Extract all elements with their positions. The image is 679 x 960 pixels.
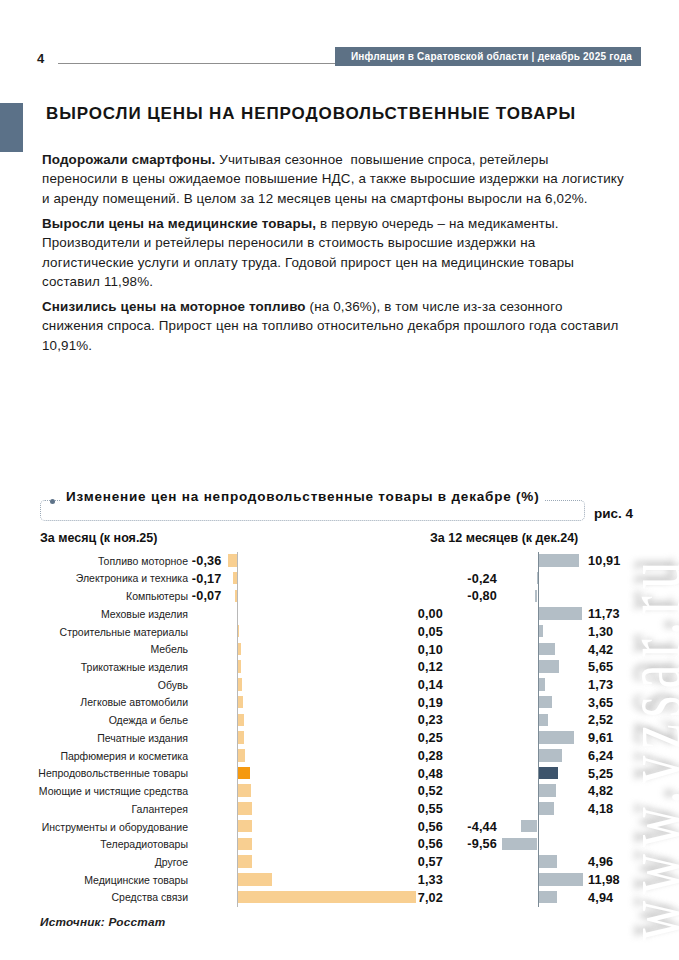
category-label: Медицинские товары bbox=[0, 874, 188, 886]
month-bar bbox=[238, 820, 252, 833]
month-bar bbox=[238, 802, 252, 815]
month-bar bbox=[238, 643, 241, 656]
bar-chart: Топливо моторное-0,3610,91Электроника и … bbox=[0, 0, 679, 960]
month-bar bbox=[238, 696, 243, 709]
year-bar bbox=[539, 784, 557, 797]
month-value: -0,17 bbox=[162, 572, 222, 586]
month-bar bbox=[238, 660, 241, 673]
year-value: -0,80 bbox=[437, 589, 497, 603]
month-bar bbox=[238, 838, 252, 851]
year-value: -9,56 bbox=[437, 837, 497, 851]
category-label: Компьютеры bbox=[0, 590, 188, 602]
month-bar bbox=[238, 767, 250, 780]
year-value: -4,44 bbox=[437, 820, 497, 834]
month-value: -0,07 bbox=[162, 589, 222, 603]
month-bar bbox=[238, 873, 272, 886]
year-bar bbox=[539, 802, 554, 815]
category-label: Инструменты и оборудование bbox=[0, 821, 188, 833]
year-bar bbox=[521, 820, 537, 833]
year-bar bbox=[539, 625, 544, 638]
month-value: 0,19 bbox=[383, 696, 443, 710]
year-bar bbox=[539, 607, 582, 620]
month-value: -0,36 bbox=[162, 554, 222, 568]
category-label: Обувь bbox=[0, 679, 188, 691]
category-label: Другое bbox=[0, 856, 188, 868]
watermark: www.vzsar.ru bbox=[609, 556, 679, 941]
month-value: 0,56 bbox=[383, 820, 443, 834]
category-label: Печатные издания bbox=[0, 732, 188, 744]
category-label: Галантерея bbox=[0, 803, 188, 815]
document-page: 4 Инфляция в Саратовской области | декаб… bbox=[0, 0, 679, 960]
year-bar bbox=[539, 660, 560, 673]
category-label: Парфюмерия и косметика bbox=[0, 750, 188, 762]
category-label: Телерадиотовары bbox=[0, 838, 188, 850]
category-label: Топливо моторное bbox=[0, 555, 188, 567]
category-label: Мебель bbox=[0, 643, 188, 655]
month-value: 0,10 bbox=[383, 643, 443, 657]
category-label: Моющие и чистящие средства bbox=[0, 785, 188, 797]
month-value: 0,56 bbox=[383, 837, 443, 851]
category-label: Строительные материалы bbox=[0, 626, 188, 638]
month-value: 1,33 bbox=[383, 873, 443, 887]
month-value: 0,48 bbox=[383, 767, 443, 781]
year-bar bbox=[539, 731, 575, 744]
year-bar bbox=[539, 643, 555, 656]
source-note: Источник: Росстат bbox=[40, 915, 165, 929]
month-value: 7,02 bbox=[383, 891, 443, 905]
category-label: Легковые автомобили bbox=[0, 696, 188, 708]
month-value: 0,12 bbox=[383, 660, 443, 674]
year-bar bbox=[539, 678, 545, 691]
category-label: Меховые изделия bbox=[0, 608, 188, 620]
month-value: 0,25 bbox=[383, 731, 443, 745]
year-bar bbox=[539, 554, 579, 567]
year-bar bbox=[539, 891, 557, 904]
left-chart-axis bbox=[237, 552, 238, 907]
month-bar bbox=[238, 784, 251, 797]
month-value: 0,05 bbox=[383, 625, 443, 639]
category-label: Одежда и белье bbox=[0, 714, 188, 726]
month-bar bbox=[238, 855, 252, 868]
month-value: 0,28 bbox=[383, 749, 443, 763]
month-bar bbox=[238, 714, 244, 727]
year-value: -0,24 bbox=[437, 572, 497, 586]
year-bar bbox=[539, 714, 548, 727]
category-label: Электроника и техника bbox=[0, 572, 188, 584]
month-bar bbox=[238, 731, 244, 744]
month-bar bbox=[228, 554, 237, 567]
month-value: 0,52 bbox=[383, 784, 443, 798]
month-bar bbox=[238, 678, 242, 691]
year-bar bbox=[539, 696, 553, 709]
month-value: 0,57 bbox=[383, 855, 443, 869]
month-value: 0,55 bbox=[383, 802, 443, 816]
month-value: 0,14 bbox=[383, 678, 443, 692]
year-bar bbox=[502, 838, 537, 851]
month-bar bbox=[238, 749, 245, 762]
year-bar bbox=[539, 767, 558, 780]
month-value: 0,00 bbox=[383, 607, 443, 621]
month-bar bbox=[238, 625, 239, 638]
right-chart-axis bbox=[538, 552, 539, 907]
year-bar bbox=[539, 855, 557, 868]
year-bar bbox=[539, 749, 562, 762]
category-label: Трикотажные изделия bbox=[0, 661, 188, 673]
category-label: Средства связи bbox=[0, 891, 188, 903]
year-bar bbox=[539, 873, 583, 886]
month-value: 0,23 bbox=[383, 713, 443, 727]
category-label: Непродовольственные товары bbox=[0, 767, 188, 779]
